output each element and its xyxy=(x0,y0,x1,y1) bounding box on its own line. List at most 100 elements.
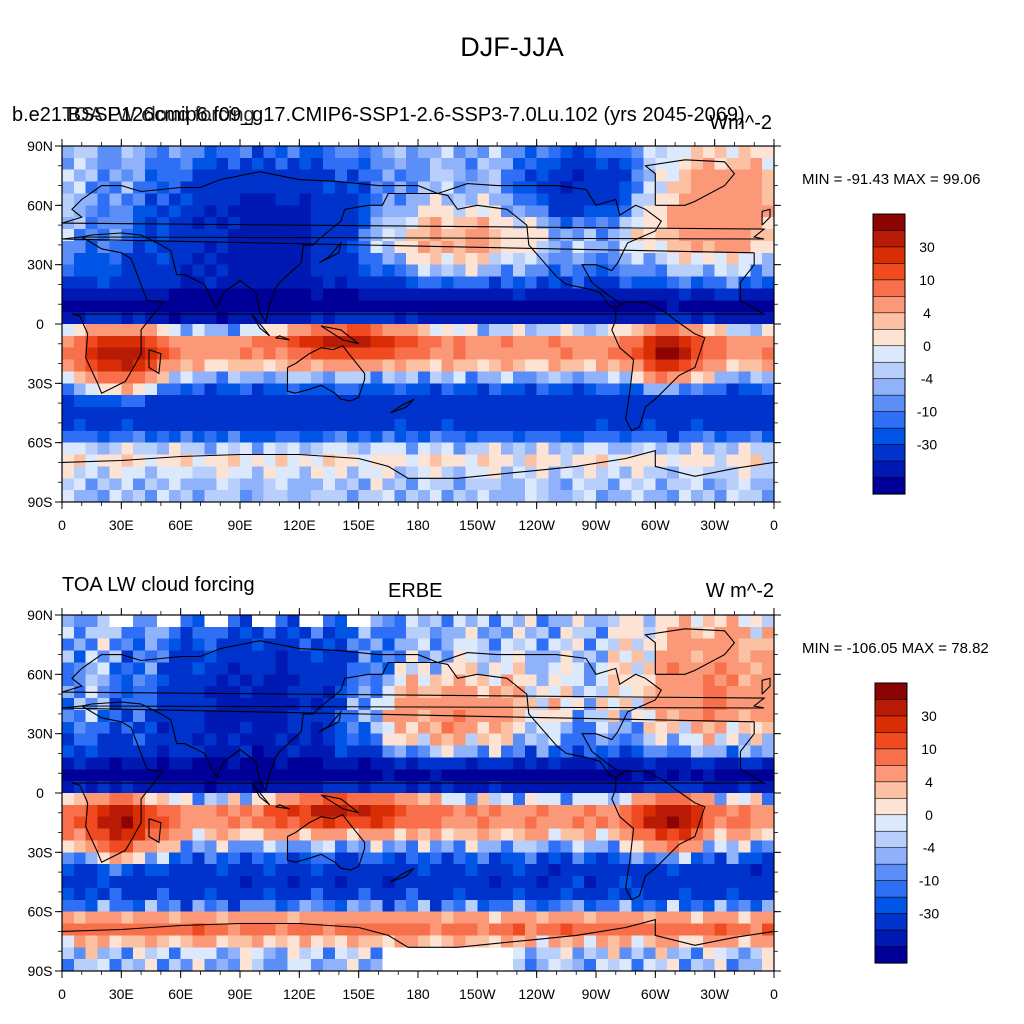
field-cell xyxy=(240,454,253,467)
field-cell xyxy=(263,466,277,479)
field-cell xyxy=(524,935,538,948)
field-cell xyxy=(714,430,728,444)
field-cell xyxy=(370,229,383,242)
field-cell xyxy=(524,899,538,913)
field-cell xyxy=(382,923,395,936)
field-cell xyxy=(750,252,763,266)
field-cell xyxy=(370,264,383,278)
panel-1-units: Wm^-2 xyxy=(709,112,772,134)
field-cell xyxy=(62,935,75,948)
field-cell xyxy=(607,769,621,782)
colorbar-label: 30 xyxy=(921,708,937,724)
field-cell xyxy=(702,887,716,901)
field-cell xyxy=(323,876,336,889)
field-cell xyxy=(501,816,514,830)
field-cell xyxy=(370,442,383,456)
field-cell xyxy=(607,169,621,183)
field-cell xyxy=(655,181,668,195)
field-cell xyxy=(121,959,134,972)
field-cell xyxy=(655,899,668,913)
field-cell xyxy=(121,887,134,901)
field-cell xyxy=(584,276,597,289)
field-cell xyxy=(489,252,502,266)
field-cell xyxy=(62,959,75,972)
field-cell xyxy=(168,686,182,699)
field-cell xyxy=(299,300,312,313)
field-cell xyxy=(251,276,265,289)
field-cell xyxy=(382,876,395,889)
field-cell xyxy=(560,686,573,699)
field-cell xyxy=(726,733,739,747)
field-cell xyxy=(370,899,383,913)
field-cell xyxy=(524,626,538,640)
field-cell xyxy=(287,733,300,747)
field-cell xyxy=(607,217,621,230)
field-cell xyxy=(73,709,87,723)
field-cell xyxy=(619,650,633,664)
field-cell xyxy=(726,816,739,830)
field-cell xyxy=(346,745,360,758)
field-cell xyxy=(180,335,194,349)
field-cell xyxy=(216,217,229,230)
field-cell xyxy=(121,852,134,865)
field-cell xyxy=(548,478,561,491)
field-cell xyxy=(145,733,158,747)
x-tick-label: 60W xyxy=(641,986,671,1002)
field-cell xyxy=(228,959,241,972)
field-cell xyxy=(145,193,158,206)
field-cell xyxy=(607,478,621,491)
field-cell xyxy=(524,395,538,408)
field-cell xyxy=(406,240,419,254)
field-cell xyxy=(512,899,526,913)
field-cell xyxy=(406,407,419,420)
field-cell xyxy=(311,264,324,278)
field-cell xyxy=(690,828,704,842)
field-cell xyxy=(85,662,99,675)
field-cell xyxy=(204,252,217,266)
field-cell xyxy=(453,781,467,794)
field-cell xyxy=(311,288,324,301)
field-cell xyxy=(109,146,122,159)
field-cell xyxy=(406,169,419,183)
field-cell xyxy=(690,650,704,664)
field-cell xyxy=(97,300,111,313)
field-cell xyxy=(738,276,751,289)
field-cell xyxy=(85,490,99,503)
field-cell xyxy=(311,169,324,183)
field-cell xyxy=(560,276,573,289)
field-cell xyxy=(584,686,597,699)
coastline xyxy=(148,349,162,375)
field-cell xyxy=(584,395,597,408)
field-cell xyxy=(228,407,241,420)
field-cell xyxy=(394,157,407,171)
field-cell xyxy=(133,757,146,770)
field-cell xyxy=(85,252,99,266)
field-cell xyxy=(477,205,490,218)
field-cell xyxy=(192,686,205,699)
field-cell xyxy=(97,157,111,171)
field-cell xyxy=(584,466,597,479)
field-cell xyxy=(334,442,348,456)
field-cell xyxy=(204,804,217,818)
field-cell xyxy=(263,442,277,456)
field-cell xyxy=(584,804,597,818)
field-cell xyxy=(323,181,336,195)
field-cell xyxy=(501,146,514,159)
field-cell xyxy=(346,757,360,770)
field-cell xyxy=(323,899,336,913)
field-cell xyxy=(560,407,573,420)
field-cell xyxy=(667,442,680,456)
coastline xyxy=(286,345,366,402)
field-cell xyxy=(358,430,372,444)
field-cell xyxy=(168,887,182,901)
field-cell xyxy=(97,852,111,865)
y-tick-label: 90N xyxy=(27,138,53,154)
field-cell xyxy=(619,876,633,889)
field-cell xyxy=(109,745,122,758)
field-cell xyxy=(762,240,775,254)
coastline xyxy=(611,301,706,432)
field-cell xyxy=(156,454,170,467)
field-cell xyxy=(334,899,348,913)
field-cell xyxy=(192,478,205,491)
field-cell xyxy=(382,300,395,313)
